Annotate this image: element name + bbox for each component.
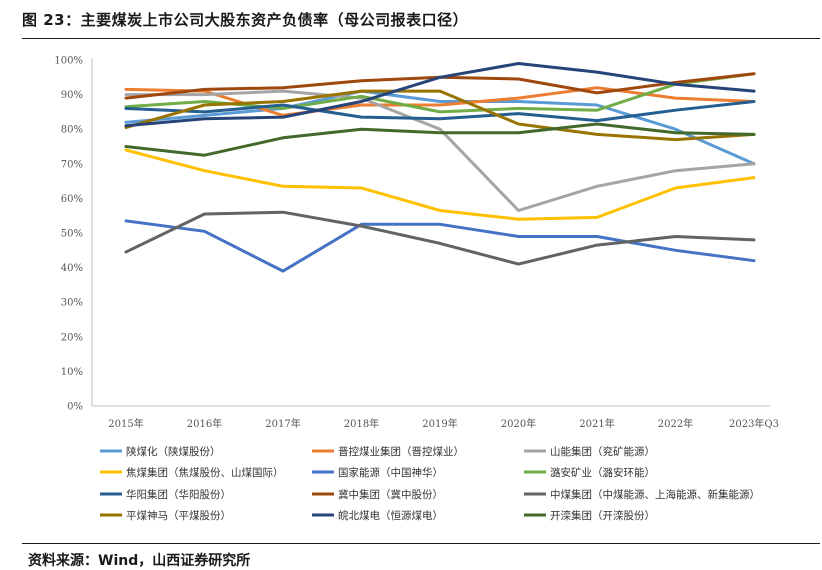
legend-label: 华阳集团（华阳股份）	[126, 488, 231, 501]
y-tick-label: 70%	[61, 159, 83, 170]
legend-label: 皖北煤电（恒源煤电）	[338, 509, 443, 522]
x-tick-label: 2019年	[422, 417, 457, 430]
x-tick-label: 2023年Q3	[729, 417, 779, 430]
series-line	[124, 62, 756, 128]
x-tick-label: 2022年	[658, 417, 693, 430]
x-tick-label: 2020年	[501, 417, 536, 430]
y-tick-label: 0%	[67, 402, 83, 413]
y-tick-label: 20%	[61, 332, 83, 343]
y-tick-label: 10%	[61, 367, 83, 378]
series-line	[124, 148, 756, 221]
y-tick-label: 100%	[54, 56, 83, 67]
figure-title: 图 23：主要煤炭上市公司大股东资产负债率（母公司报表口径）	[22, 11, 469, 29]
series-line	[124, 89, 756, 212]
y-tick-label: 30%	[61, 298, 83, 309]
legend-label: 冀中集团（冀中股份）	[338, 488, 443, 501]
x-tick-label: 2018年	[344, 417, 379, 430]
chart-legend: 陕煤化（陕煤股份） 晋控煤业集团（晋控煤业） 山能集团（兖矿能源） 焦煤集团（焦煤股份…	[100, 445, 760, 522]
title-rule	[22, 38, 820, 39]
y-tick-label: 90%	[61, 90, 83, 101]
x-tick-label: 2021年	[579, 417, 614, 430]
series-line	[124, 219, 756, 273]
y-tick-label: 60%	[61, 194, 83, 205]
source-rule	[22, 543, 820, 544]
x-tick-label: 2016年	[187, 417, 222, 430]
series-line	[124, 100, 756, 123]
legend-label: 潞安矿业（潞安环能）	[550, 466, 655, 479]
y-tick-label: 40%	[61, 263, 83, 274]
legend-label: 陕煤化（陕煤股份）	[126, 445, 221, 458]
series-line	[124, 86, 756, 117]
source-note: 资料来源：Wind，山西证券研究所	[28, 553, 251, 569]
legend-label: 开滦集团（开滦股份）	[550, 509, 655, 522]
chart-series	[124, 62, 756, 273]
legend-label: 国家能源（中国神华）	[338, 466, 443, 479]
legend-label: 中煤集团（中煤能源、上海能源、新集能源）	[550, 488, 760, 501]
x-tick-label: 2015年	[108, 417, 143, 430]
series-line	[124, 89, 756, 166]
legend-label: 山能集团（兖矿能源）	[550, 445, 655, 458]
legend-label: 晋控煤业集团（晋控煤业）	[338, 445, 464, 458]
chart-axes: 0% 10% 20% 30% 40% 50% 60% 70% 80% 90% 100% 2015年 20…	[54, 56, 779, 431]
series-line	[124, 210, 756, 266]
legend-label: 平煤神马（平煤股份）	[126, 509, 231, 522]
series-line	[124, 122, 756, 157]
y-tick-label: 50%	[61, 229, 83, 240]
series-line	[124, 89, 756, 142]
legend-label: 焦煤集团（焦煤股份、山煤国际）	[126, 466, 284, 479]
y-tick-label: 80%	[61, 125, 83, 136]
x-tick-label: 2017年	[265, 417, 300, 430]
